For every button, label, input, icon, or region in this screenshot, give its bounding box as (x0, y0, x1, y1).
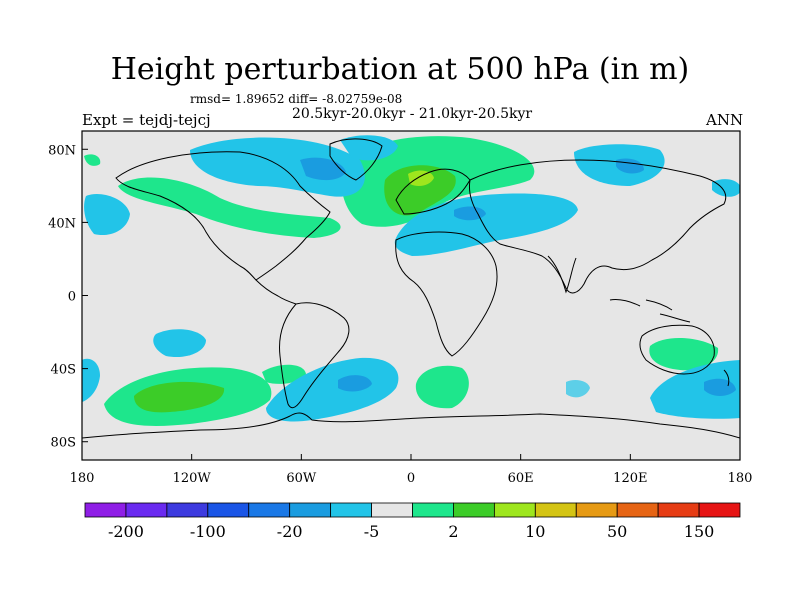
contour-blue-south-atlantic (266, 357, 399, 422)
lat-tick-label: 80N (48, 143, 76, 158)
colorbar-swatch (84, 502, 127, 518)
contour-blue-tasman-core (704, 378, 736, 396)
colorbar-label: 50 (607, 522, 627, 541)
colorbar-swatch (453, 502, 495, 518)
contour-blue-south-pacific (153, 329, 206, 358)
contour-green-core-europe (384, 165, 456, 216)
latitude-axis: 80N 40N 0 40S 80S (48, 143, 88, 451)
coast-central-america (255, 279, 297, 305)
contour-blue-north-pacific (84, 194, 130, 236)
colorbar-swatch (289, 502, 332, 518)
lon-tick-label: 120E (613, 471, 647, 486)
longitude-axis: 180 120W 60W 0 60E 120E 180 (70, 454, 753, 486)
contour-blue-canada (190, 137, 365, 197)
coast-north-america (115, 151, 331, 281)
coast-greenland (329, 138, 383, 181)
colorbar-swatch (575, 502, 618, 518)
contour-blue-eurasia-core (454, 206, 486, 221)
colorbar-swatch (125, 502, 168, 518)
lon-tick-label: 0 (407, 471, 415, 486)
coast-antarctica (82, 412, 740, 439)
coastlines (82, 138, 740, 439)
map-title: Height perturbation at 500 hPa (in m) (110, 52, 690, 87)
colorbar: -200 -100 -20 -5 2 10 50 150 (84, 502, 741, 541)
contour-blue-south-atlantic-core (338, 375, 372, 392)
coast-new-zealand (723, 369, 730, 387)
coast-australia (639, 324, 715, 375)
rmsd-diff-text: rmsd= 1.89652 diff= -8.02759e-08 (190, 92, 403, 106)
colorbar-swatch (412, 502, 454, 518)
colorbar-label: 10 (525, 522, 545, 541)
contour-blue-pacific-east (712, 179, 740, 197)
contour-green-small-spots (84, 154, 101, 166)
contour-blue-indian-ocean-dots (566, 380, 590, 398)
colorbar-swatch (493, 502, 536, 518)
lon-tick-label: 120W (173, 471, 212, 486)
contour-green-southwest-pacific-core (134, 381, 225, 413)
contour-green-south-africa (415, 365, 469, 409)
contour-yellow-core-europe (408, 170, 434, 186)
coast-asia (469, 159, 727, 294)
colorbar-swatch (207, 502, 250, 518)
lat-tick-label: 80S (51, 436, 76, 451)
season-label: ANN (706, 111, 744, 129)
colorbar-swatch (166, 502, 209, 518)
contour-blue-greenland (340, 135, 398, 161)
lat-tick-label: 40N (48, 216, 76, 231)
lon-tick-label: 60W (286, 471, 317, 486)
contour-blue-tasman (650, 360, 740, 419)
contour-blue-southwest-edge (82, 358, 100, 402)
colorbar-label: -20 (277, 522, 303, 541)
contour-green-australia (649, 337, 719, 371)
colorbar-label: -100 (190, 522, 226, 541)
colorbar-label: -200 (108, 522, 144, 541)
colorbar-swatch (371, 502, 413, 518)
lon-tick-label: 180 (728, 471, 753, 486)
colorbar-label: -5 (364, 522, 380, 541)
coast-south-america (279, 302, 350, 409)
contour-blue-eurasia (394, 193, 578, 256)
coast-indonesia (609, 299, 691, 323)
coast-india (547, 255, 577, 294)
colorbar-label: 150 (684, 522, 715, 541)
contour-field (82, 131, 740, 460)
contour-green-north-pacific (118, 177, 341, 238)
colorbar-swatch (698, 502, 741, 518)
colorbar-swatch (616, 502, 659, 518)
lon-tick-label: 180 (70, 471, 95, 486)
colorbar-swatch (248, 502, 291, 518)
colorbar-swatch (657, 502, 700, 518)
lon-tick-label: 60E (508, 471, 534, 486)
period-text: 20.5kyr-20.0kyr - 21.0kyr-20.5kyr (292, 106, 533, 122)
contour-green-patagonia (262, 364, 306, 384)
lat-tick-label: 40S (51, 363, 76, 378)
lat-tick-label: 0 (68, 290, 76, 305)
coast-africa (395, 231, 498, 357)
colorbar-swatch (534, 502, 577, 518)
colorbar-swatch (330, 502, 372, 518)
colorbar-label: 2 (448, 522, 458, 541)
experiment-label: Expt = tejdj-tejcj (82, 111, 211, 129)
